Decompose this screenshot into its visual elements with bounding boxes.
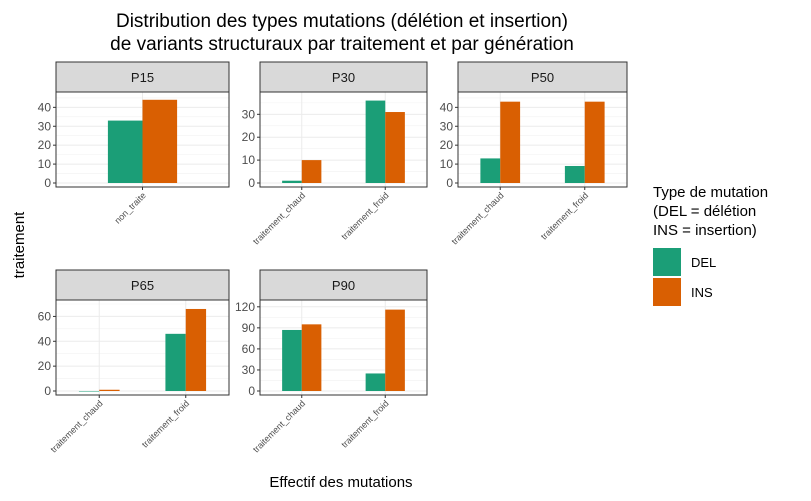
chart-title-line-1: Distribution des types mutations (déléti…	[116, 11, 568, 32]
y-tick-label: 40	[440, 100, 454, 114]
y-tick-label: 20	[38, 359, 52, 373]
x-tick-label: traitement_froid	[339, 190, 390, 241]
panel-P30: P30 0 10 20 30 traitement_chaud traitement_fro…	[242, 61, 428, 247]
bar-P65-traitement_froid-INS	[185, 308, 207, 391]
bar-P50-traitement_froid-DEL	[564, 165, 585, 183]
y-tick-label: 90	[242, 321, 256, 335]
legend-title-line-1: Type de mutation	[653, 184, 768, 201]
panel-border	[259, 91, 428, 188]
legend-title-line-2: (DEL = délétion	[653, 203, 756, 220]
x-axis-title: Effectif des mutations	[269, 474, 412, 491]
x-tick-label: traitement_chaud	[449, 190, 505, 246]
y-tick-label: 0	[248, 176, 255, 190]
bar-P90-traitement_froid-INS	[385, 309, 405, 391]
legend: Type de mutation (DEL = délétion INS = i…	[653, 184, 768, 306]
bar-P65-traitement_chaud-DEL	[78, 391, 100, 392]
facet-panels: P15 0 10 20 30 40 non_traite P30 0 10 20 30 traiteme…	[38, 61, 628, 455]
y-tick-label: 30	[242, 107, 256, 121]
legend-label-ins: INS	[691, 285, 713, 300]
x-tick-label: traitement_froid	[339, 398, 390, 449]
chart-title-line-2: de variants structuraux par traitement e…	[110, 34, 574, 55]
bar-P50-traitement_chaud-DEL	[480, 158, 501, 183]
strip-P30	[259, 61, 428, 93]
strip-P15	[55, 61, 230, 93]
bar-P15-non_traite-INS	[142, 99, 178, 183]
y-tick-label: 20	[38, 138, 52, 152]
bar-P90-traitement_chaud-DEL	[282, 329, 302, 391]
y-tick-label: 30	[440, 119, 454, 133]
bar-P65-traitement_froid-DEL	[165, 333, 186, 391]
y-tick-label: 20	[242, 130, 256, 144]
bar-P30-traitement_chaud-DEL	[282, 180, 302, 183]
bar-P30-traitement_froid-DEL	[365, 100, 386, 183]
y-tick-label: 40	[38, 334, 52, 348]
legend-key-del	[653, 248, 681, 276]
panel-P65: P65 0 20 40 60 traitement_chaud traitement_fro…	[38, 269, 230, 455]
x-tick-label: traitement_chaud	[48, 398, 104, 454]
bar-P90-traitement_chaud-INS	[301, 324, 322, 391]
y-tick-label: 10	[440, 157, 454, 171]
y-tick-label: 0	[248, 384, 255, 398]
y-tick-label: 40	[38, 100, 52, 114]
y-tick-label: 0	[44, 176, 51, 190]
bar-P30-traitement_froid-INS	[385, 112, 405, 183]
y-tick-label: 10	[38, 157, 52, 171]
panel-P50: P50 0 10 20 30 40 traitement_chaud traitement_f…	[440, 61, 628, 247]
bar-P15-non_traite-DEL	[107, 120, 143, 183]
y-tick-label: 30	[38, 119, 52, 133]
y-tick-label: 60	[242, 342, 256, 356]
strip-P90	[259, 269, 428, 301]
panel-border	[55, 91, 230, 188]
bar-P50-traitement_chaud-INS	[500, 101, 521, 183]
strip-label-P65: P65	[131, 278, 154, 293]
panel-P90: P90 0 30 60 90 120 traitement_chaud traitement_…	[235, 269, 428, 455]
y-tick-label: 20	[440, 138, 454, 152]
panel-border	[259, 299, 428, 396]
legend-key-ins	[653, 278, 681, 306]
y-axis-title: traitement	[11, 211, 28, 279]
bar-P65-traitement_chaud-INS	[99, 389, 120, 391]
strip-label-P50: P50	[531, 70, 554, 85]
panel-border	[55, 299, 230, 396]
x-tick-label: non_traite	[113, 190, 148, 225]
x-tick-label: traitement_froid	[140, 398, 191, 449]
y-tick-label: 10	[242, 153, 256, 167]
legend-label-del: DEL	[691, 255, 716, 270]
panel-P15: P15 0 10 20 30 40 non_traite	[38, 61, 230, 226]
bar-P30-traitement_chaud-INS	[301, 160, 322, 183]
y-tick-label: 0	[44, 384, 51, 398]
strip-P50	[457, 61, 628, 93]
x-tick-label: traitement_chaud	[251, 398, 307, 454]
legend-title-line-3: INS = insertion)	[653, 222, 757, 239]
y-tick-label: 30	[242, 363, 256, 377]
panel-border	[457, 91, 628, 188]
x-tick-label: traitement_froid	[539, 190, 590, 241]
strip-label-P90: P90	[332, 278, 355, 293]
bar-P50-traitement_froid-INS	[584, 101, 605, 183]
strip-label-P15: P15	[131, 70, 154, 85]
strip-P65	[55, 269, 230, 301]
y-tick-label: 0	[446, 176, 453, 190]
x-tick-label: traitement_chaud	[251, 190, 307, 246]
bar-P90-traitement_froid-DEL	[365, 373, 386, 391]
y-tick-label: 120	[235, 300, 255, 314]
strip-label-P30: P30	[332, 70, 355, 85]
y-tick-label: 60	[38, 309, 52, 323]
